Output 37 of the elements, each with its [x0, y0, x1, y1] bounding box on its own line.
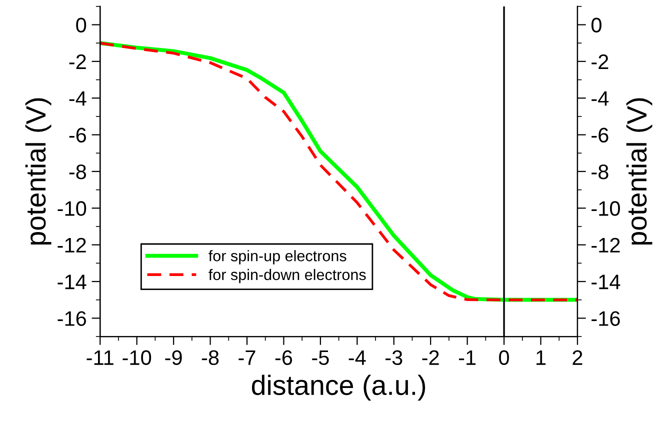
- x-tick-label: -8: [202, 350, 219, 366]
- y2-tick-label: -6: [592, 128, 608, 143]
- x-tick-label: -11: [86, 350, 114, 365]
- y-tick-label: -4: [69, 91, 86, 106]
- x-tick-label: -1: [458, 350, 476, 365]
- y2-tick-label: 0: [591, 18, 602, 32]
- y2-tick-label: -4: [592, 91, 609, 106]
- x-tick-label: -4: [348, 350, 366, 365]
- x-tick-label: -2: [422, 350, 439, 365]
- y2-tick-label: -10: [592, 201, 620, 216]
- y-tick-label: -2: [69, 54, 86, 69]
- y2-tick-label: -16: [592, 311, 620, 326]
- y-tick-label: -14: [58, 274, 86, 290]
- x-tick-label: -5: [312, 350, 329, 366]
- y-tick-label: -8: [69, 164, 86, 180]
- y-tick-label: -12: [58, 238, 86, 252]
- x-axis-title: distance (a.u.): [252, 374, 426, 401]
- x-tick-label: 2: [572, 350, 582, 365]
- y2-axis-title: potential (V): [626, 98, 652, 245]
- x-tick-label: -6: [275, 350, 292, 366]
- x-tick-label: 1: [536, 350, 546, 365]
- x-tick-label: 0: [499, 350, 510, 366]
- y-axis-title: potential (V): [25, 98, 52, 245]
- legend-label: for spin-down electrons: [208, 268, 366, 284]
- y-tick-label: -16: [58, 311, 86, 326]
- y-tick-label: -10: [58, 201, 86, 216]
- legend-label: for spin-up electrons: [208, 250, 346, 264]
- x-tick-label: -3: [386, 350, 402, 366]
- y2-tick-label: -14: [592, 274, 620, 290]
- y-tick-label: 0: [76, 18, 86, 32]
- x-tick-label: -9: [165, 350, 182, 366]
- y-tick-label: -6: [69, 128, 86, 143]
- y2-tick-label: -2: [592, 54, 608, 69]
- x-tick-label: -10: [122, 350, 152, 366]
- x-tick-label: -7: [238, 350, 256, 365]
- y2-tick-label: -12: [592, 238, 620, 252]
- y2-tick-label: -8: [592, 164, 608, 180]
